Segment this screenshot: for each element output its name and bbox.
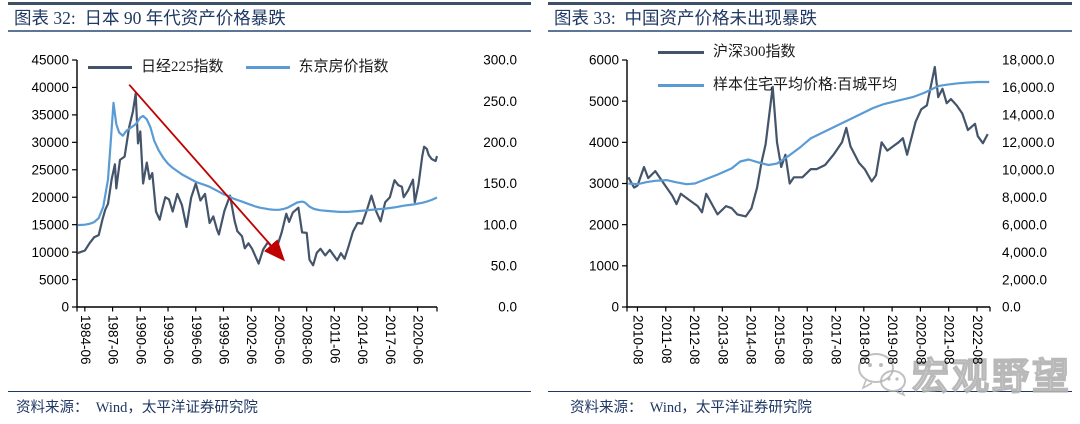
svg-text:10,000.0: 10,000.0 [1002, 162, 1055, 177]
chart-title-japan: 图表 32: 日本 90 年代资产价格暴跌 [14, 8, 286, 28]
legend-label: 东京房价指数 [298, 59, 389, 75]
svg-text:0: 0 [611, 300, 619, 315]
panel-top-rule [548, 2, 1072, 5]
source-rule [548, 391, 1072, 393]
svg-text:2019-08: 2019-08 [885, 315, 900, 365]
svg-text:2017-08: 2017-08 [829, 315, 844, 365]
line-swatch-dark [658, 50, 704, 54]
svg-text:1999-06: 1999-06 [216, 315, 231, 365]
svg-text:1990-06: 1990-06 [133, 315, 148, 365]
svg-text:2014-06: 2014-06 [355, 315, 370, 365]
line-swatch-blue [658, 83, 704, 87]
svg-text:5000: 5000 [39, 272, 69, 287]
svg-text:40000: 40000 [31, 80, 69, 95]
line-swatch-dark [88, 65, 132, 69]
svg-text:2017-06: 2017-06 [383, 315, 398, 365]
svg-text:2012-08: 2012-08 [687, 315, 702, 365]
svg-text:35000: 35000 [31, 108, 69, 123]
line-swatch-blue [245, 65, 290, 69]
panel-top-rule [8, 2, 531, 5]
svg-text:14,000.0: 14,000.0 [1002, 108, 1055, 123]
title-underline-rule [8, 30, 531, 32]
chart-title-china: 图表 33: 中国资产价格未出现暴跌 [554, 8, 817, 28]
svg-text:2013-08: 2013-08 [715, 315, 730, 365]
svg-text:1996-06: 1996-06 [189, 315, 204, 365]
legend-item-tokyo-housing: 东京房价指数 [245, 58, 389, 76]
svg-text:1984-06: 1984-06 [78, 315, 93, 365]
svg-text:2011-08: 2011-08 [659, 315, 674, 364]
svg-text:4000: 4000 [589, 135, 619, 150]
svg-text:2,000.0: 2,000.0 [1002, 272, 1047, 287]
svg-text:5000: 5000 [589, 94, 619, 109]
legend-china: 沪深300指数 样本住宅平均价格:百城平均 [658, 43, 897, 94]
svg-text:16,000.0: 16,000.0 [1002, 80, 1055, 95]
svg-text:2010-08: 2010-08 [630, 315, 645, 365]
svg-text:2011-06: 2011-06 [327, 315, 342, 364]
source-note: 资料来源： Wind，太平洋证券研究院 [16, 400, 258, 416]
legend-label: 样本住宅平均价格:百城平均 [713, 77, 898, 93]
svg-text:20000: 20000 [31, 190, 69, 205]
svg-text:8,000.0: 8,000.0 [1002, 190, 1047, 205]
svg-text:15000: 15000 [31, 217, 69, 232]
svg-text:2015-08: 2015-08 [772, 315, 787, 365]
svg-text:200.0: 200.0 [483, 135, 517, 150]
svg-text:0.0: 0.0 [498, 300, 517, 315]
svg-text:45000: 45000 [31, 53, 69, 68]
legend-japan: 日经225指数 东京房价指数 [88, 58, 389, 76]
svg-text:6000: 6000 [589, 53, 619, 68]
svg-text:2005-06: 2005-06 [272, 315, 287, 365]
svg-text:6,000.0: 6,000.0 [1002, 217, 1047, 232]
title-underline-rule [548, 30, 1072, 32]
svg-text:2018-08: 2018-08 [857, 315, 872, 365]
svg-text:18,000.0: 18,000.0 [1002, 53, 1055, 68]
svg-text:25000: 25000 [31, 162, 69, 177]
legend-label: 日经225指数 [141, 59, 224, 75]
svg-text:1987-06: 1987-06 [106, 315, 121, 365]
svg-text:2014-08: 2014-08 [744, 315, 759, 365]
svg-text:50.0: 50.0 [491, 259, 517, 274]
svg-text:100.0: 100.0 [483, 217, 517, 232]
svg-text:2021-08: 2021-08 [942, 315, 957, 365]
legend-label: 沪深300指数 [713, 44, 796, 60]
svg-text:0.0: 0.0 [1002, 300, 1021, 315]
legend-item-housing-100city: 样本住宅平均价格:百城平均 [658, 76, 897, 94]
svg-text:12,000.0: 12,000.0 [1002, 135, 1055, 150]
svg-text:2008-06: 2008-06 [300, 315, 315, 365]
svg-text:3000: 3000 [589, 176, 619, 191]
svg-text:2016-08: 2016-08 [800, 315, 815, 365]
svg-text:4,000.0: 4,000.0 [1002, 245, 1047, 260]
svg-text:2002-06: 2002-06 [244, 315, 259, 365]
svg-text:2020-06: 2020-06 [411, 315, 426, 365]
svg-text:2000: 2000 [589, 217, 619, 232]
svg-text:250.0: 250.0 [483, 94, 517, 109]
source-rule [8, 391, 531, 393]
svg-text:2022-08: 2022-08 [970, 315, 985, 365]
legend-item-nikkei: 日经225指数 [88, 58, 224, 76]
svg-text:150.0: 150.0 [483, 176, 517, 191]
source-note: 资料来源： Wind，太平洋证券研究院 [570, 400, 812, 416]
svg-text:2020-08: 2020-08 [913, 315, 928, 365]
svg-text:300.0: 300.0 [483, 53, 517, 68]
legend-item-csi300: 沪深300指数 [658, 43, 897, 61]
svg-text:1993-06: 1993-06 [161, 315, 176, 365]
svg-text:10000: 10000 [31, 245, 69, 260]
svg-text:1000: 1000 [589, 259, 619, 274]
svg-text:0: 0 [61, 300, 69, 315]
svg-text:30000: 30000 [31, 135, 69, 150]
